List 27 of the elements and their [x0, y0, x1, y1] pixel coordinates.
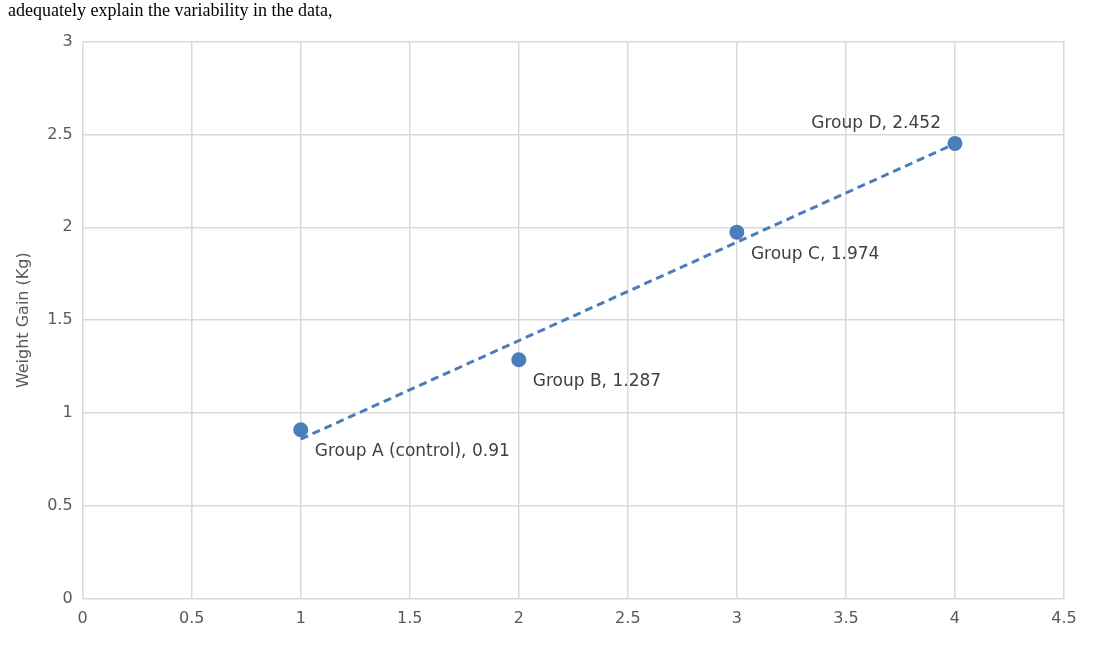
annotation: Group C, 1.974 — [750, 242, 880, 263]
y-tick-label: 2 — [62, 216, 73, 236]
annotation: Group B, 1.287 — [532, 370, 662, 391]
y-tick-label: 1.5 — [47, 309, 73, 329]
y-axis-title: Weight Gain (Kg) — [12, 252, 32, 389]
y-tick-label: 1 — [62, 402, 73, 422]
point — [293, 422, 309, 438]
x-tick-label: 2.5 — [615, 607, 641, 627]
point — [729, 224, 745, 240]
x-tick-label: 4 — [949, 607, 961, 627]
y-tick-label: 0 — [62, 587, 73, 607]
x-tick-label: 1 — [295, 607, 306, 627]
x-tick-label: 0.5 — [178, 607, 205, 627]
x-tick-label: 0 — [77, 607, 88, 627]
y-tick-label: 0.5 — [47, 495, 73, 515]
x-tick-label: 2 — [513, 607, 524, 627]
annotation: Group D, 2.452 — [811, 111, 941, 132]
annotation: Group A (control), 0.91 — [314, 440, 510, 461]
text: adequately explain the variability in the data, — [7, 0, 334, 22]
x-tick-label: 3.5 — [833, 607, 859, 627]
point — [511, 352, 527, 368]
y-tick-label: 2.5 — [47, 123, 73, 143]
x-tick-label: 1.5 — [397, 607, 423, 627]
y-tick-label: 3 — [62, 30, 73, 50]
x-tick-label: 3 — [731, 607, 742, 627]
point — [947, 135, 963, 151]
x-tick-label: 4.5 — [1051, 607, 1077, 627]
